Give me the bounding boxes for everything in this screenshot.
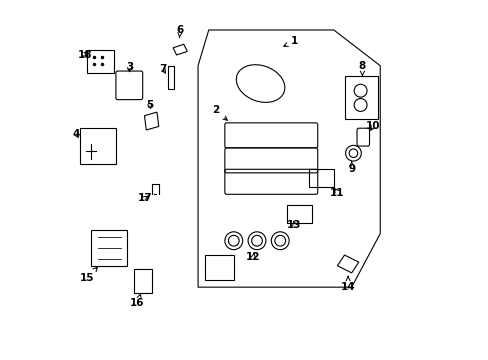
Text: 18: 18 [78,50,93,60]
Text: 17: 17 [138,193,152,203]
Text: 8: 8 [358,61,365,76]
Bar [287,205,312,223]
Text: 16: 16 [130,294,144,308]
Text: 9: 9 [347,162,354,174]
Text: 15: 15 [80,267,97,283]
Bar [91,230,126,266]
Bar [308,169,333,187]
Text: 11: 11 [329,188,344,198]
Text: 2: 2 [212,105,227,120]
Text: 10: 10 [365,121,380,131]
Bar [167,66,174,89]
Text: 5: 5 [146,100,153,110]
Text: 1: 1 [283,36,298,46]
Text: 4: 4 [72,129,80,139]
Bar [344,76,378,119]
Bar [205,255,233,280]
Text: 7: 7 [159,64,166,74]
Text: 12: 12 [245,252,260,262]
Bar [87,50,114,73]
Text: 14: 14 [340,276,355,292]
Text: 3: 3 [125,63,133,72]
Text: 13: 13 [286,220,301,230]
Bar [80,128,116,164]
Bar [134,269,151,293]
Text: 6: 6 [176,25,183,38]
